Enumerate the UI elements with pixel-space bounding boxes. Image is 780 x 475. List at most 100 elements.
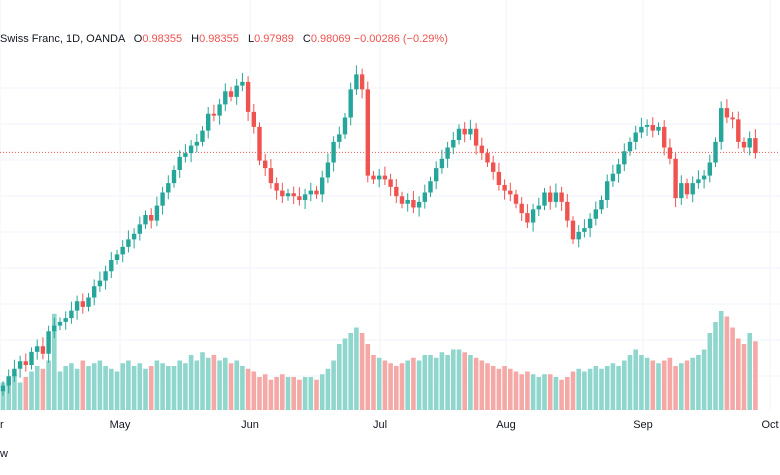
candle-body (354, 74, 359, 90)
volume-bar (508, 368, 513, 410)
volume-bar (382, 360, 388, 410)
candle-body (542, 192, 547, 206)
candle-body (17, 361, 23, 369)
candle-body (234, 85, 239, 97)
volume-bar (707, 333, 713, 410)
candle-body (548, 192, 553, 202)
x-axis: r May Jun Jul Aug Sep Oct (0, 419, 779, 431)
high-value: 0.98355 (199, 33, 239, 45)
volume-bar (302, 377, 308, 410)
x-tick-label: Aug (496, 419, 516, 431)
x-tick-label: Oct (761, 419, 778, 431)
volume-bar (103, 366, 108, 410)
candle-body (188, 145, 194, 154)
candle-body (211, 113, 217, 116)
volume-bar (547, 374, 553, 410)
candle-body (143, 215, 148, 225)
candle-body (582, 228, 587, 232)
candle-body (622, 151, 627, 165)
candle-body (388, 179, 393, 187)
candle-body (644, 125, 650, 127)
volume-bar (297, 379, 302, 410)
candle-body (468, 128, 473, 135)
volume-bar (536, 377, 542, 410)
candle-body (86, 297, 91, 307)
volume-bar (211, 355, 217, 410)
volume-bar (348, 333, 353, 410)
volume-bar (57, 371, 63, 410)
candle-body (508, 190, 513, 195)
candle-body (382, 175, 388, 180)
candle-body (445, 147, 450, 159)
volume-bar (690, 357, 695, 410)
volume-bar (679, 363, 684, 410)
candle-body (69, 310, 74, 319)
volume-bar (131, 366, 137, 410)
candle-body (371, 175, 376, 180)
volume-bar (576, 368, 581, 410)
candle-body (416, 201, 422, 208)
volume-bar (479, 360, 485, 410)
candle-body (342, 117, 348, 135)
candle-body (753, 138, 758, 154)
volume-bar (160, 363, 165, 410)
volume-bar (394, 366, 399, 410)
candle-body (177, 156, 182, 170)
candle-body (268, 168, 274, 184)
volume-bar (319, 374, 325, 410)
candle-body (263, 160, 268, 169)
candle-body (530, 209, 536, 223)
volume-bar (445, 355, 450, 410)
candle-body (46, 331, 51, 354)
volume-bar (114, 371, 120, 410)
candle-body (502, 185, 507, 191)
candle-body (616, 164, 621, 174)
candle-body (451, 140, 456, 148)
volume-bar (23, 377, 29, 410)
candle-body (194, 141, 199, 146)
volume-bar (604, 366, 610, 410)
volume-bar (337, 344, 342, 410)
candle-body (707, 162, 712, 176)
candle-body (240, 81, 245, 86)
candle-body (274, 183, 279, 191)
volume-bar (661, 360, 667, 410)
volume-bar (331, 360, 336, 410)
volume-bar (416, 360, 422, 410)
candle-body (377, 175, 382, 180)
candle-body (308, 190, 313, 195)
candle-body (627, 141, 633, 152)
volume-bar (525, 371, 530, 410)
volume-bar (701, 349, 707, 410)
volume-bar (40, 368, 46, 410)
candle-body (149, 215, 154, 221)
candle-body (171, 170, 177, 184)
candle-body (559, 192, 564, 202)
volume-bar (228, 363, 234, 410)
candle-body (6, 376, 11, 386)
candle-body (713, 141, 718, 163)
candle-body (513, 194, 519, 204)
candle-body (337, 134, 342, 142)
volume-bar (519, 374, 524, 410)
volume-bar (245, 368, 251, 410)
volume-bar (451, 349, 456, 410)
candle-body (40, 346, 46, 354)
volume-bar (747, 333, 752, 410)
volume-bar (342, 338, 348, 410)
volume-bar (439, 352, 445, 410)
volume-bar (29, 371, 34, 410)
close-label: C (302, 33, 311, 45)
candle-body (74, 301, 80, 311)
candle-body (223, 91, 228, 105)
candle-body (154, 205, 160, 221)
volume-bar (388, 363, 393, 410)
volume-bar (559, 379, 564, 410)
candle-body (394, 186, 399, 197)
volume-bar (12, 374, 17, 410)
candle-body (639, 126, 644, 133)
volume-bar (633, 349, 638, 410)
volume-bar (143, 368, 148, 410)
